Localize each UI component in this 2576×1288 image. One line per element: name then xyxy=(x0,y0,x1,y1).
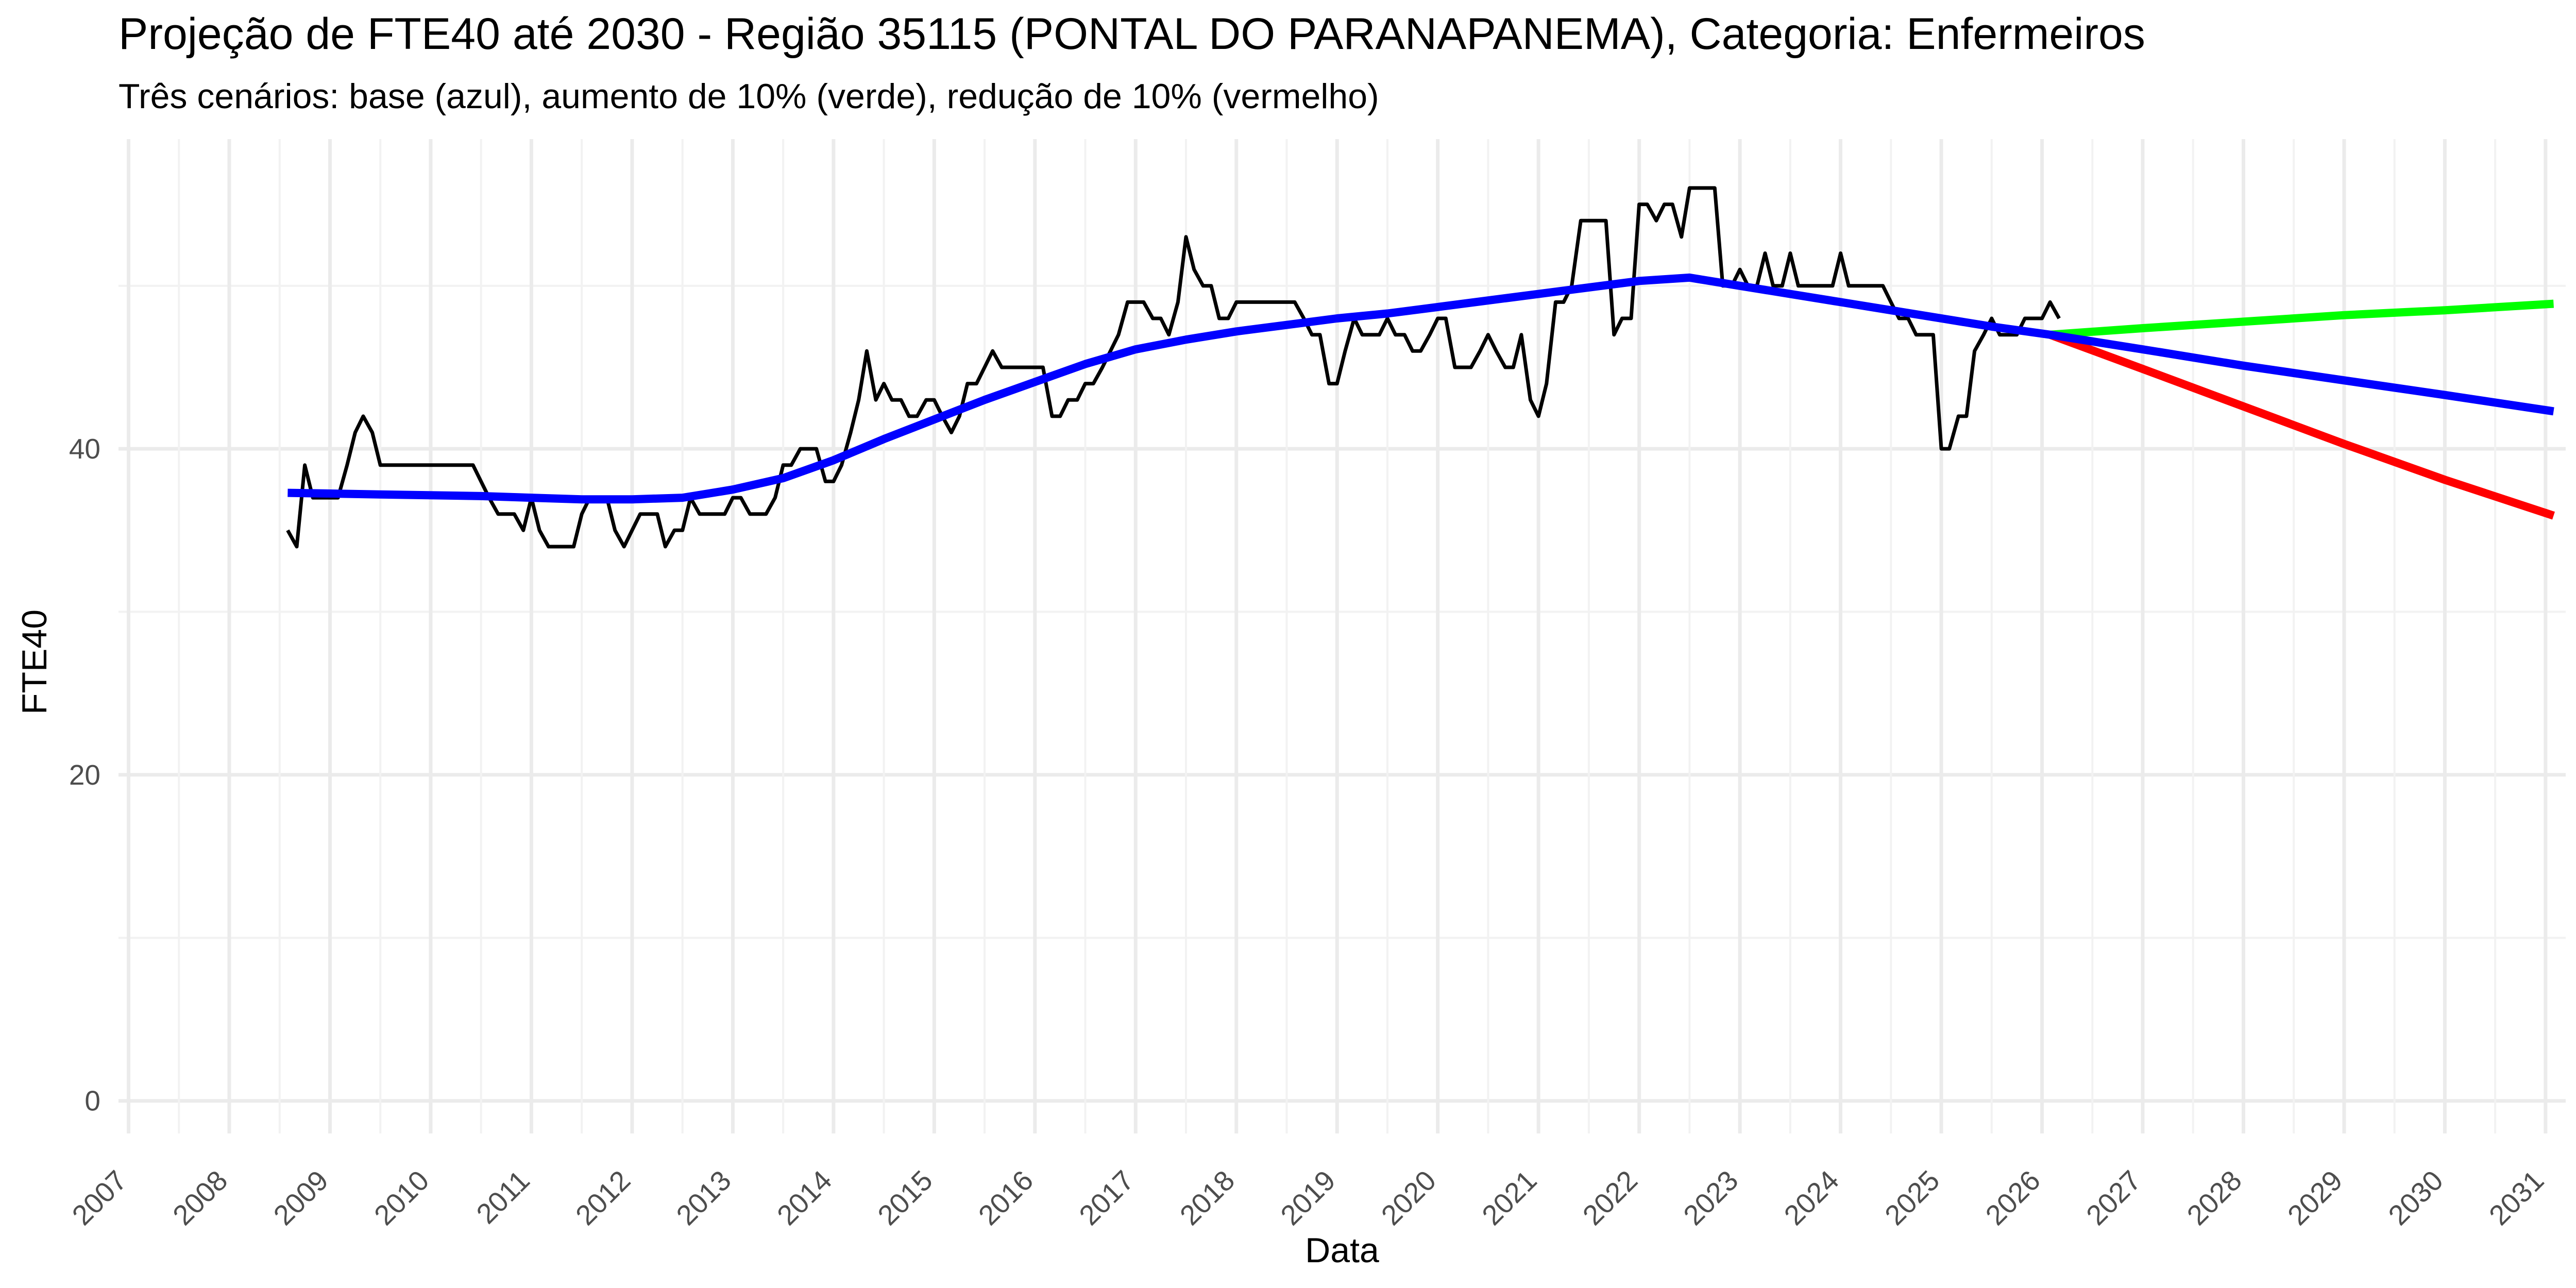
y-tick-label: 20 xyxy=(69,759,100,791)
y-axis-title: FTE40 xyxy=(15,609,54,715)
y-axis-ticks: 0 20 40 xyxy=(69,433,100,1117)
series-line-increase xyxy=(2049,299,2554,339)
chart-subtitle: Três cenários: base (azul), aumento de 1… xyxy=(118,77,1379,116)
y-tick-label: 0 xyxy=(84,1085,100,1117)
series-line-observed xyxy=(286,186,2061,549)
series-line-base xyxy=(287,273,2554,504)
series-line-decrease xyxy=(2048,331,2555,520)
chart-title: Projeção de FTE40 até 2030 - Região 3511… xyxy=(118,9,2145,59)
x-axis-title: Data xyxy=(1305,1231,1379,1270)
grid-lines xyxy=(118,139,2566,1133)
y-tick-label: 40 xyxy=(69,433,100,465)
series-layer xyxy=(286,186,2555,549)
